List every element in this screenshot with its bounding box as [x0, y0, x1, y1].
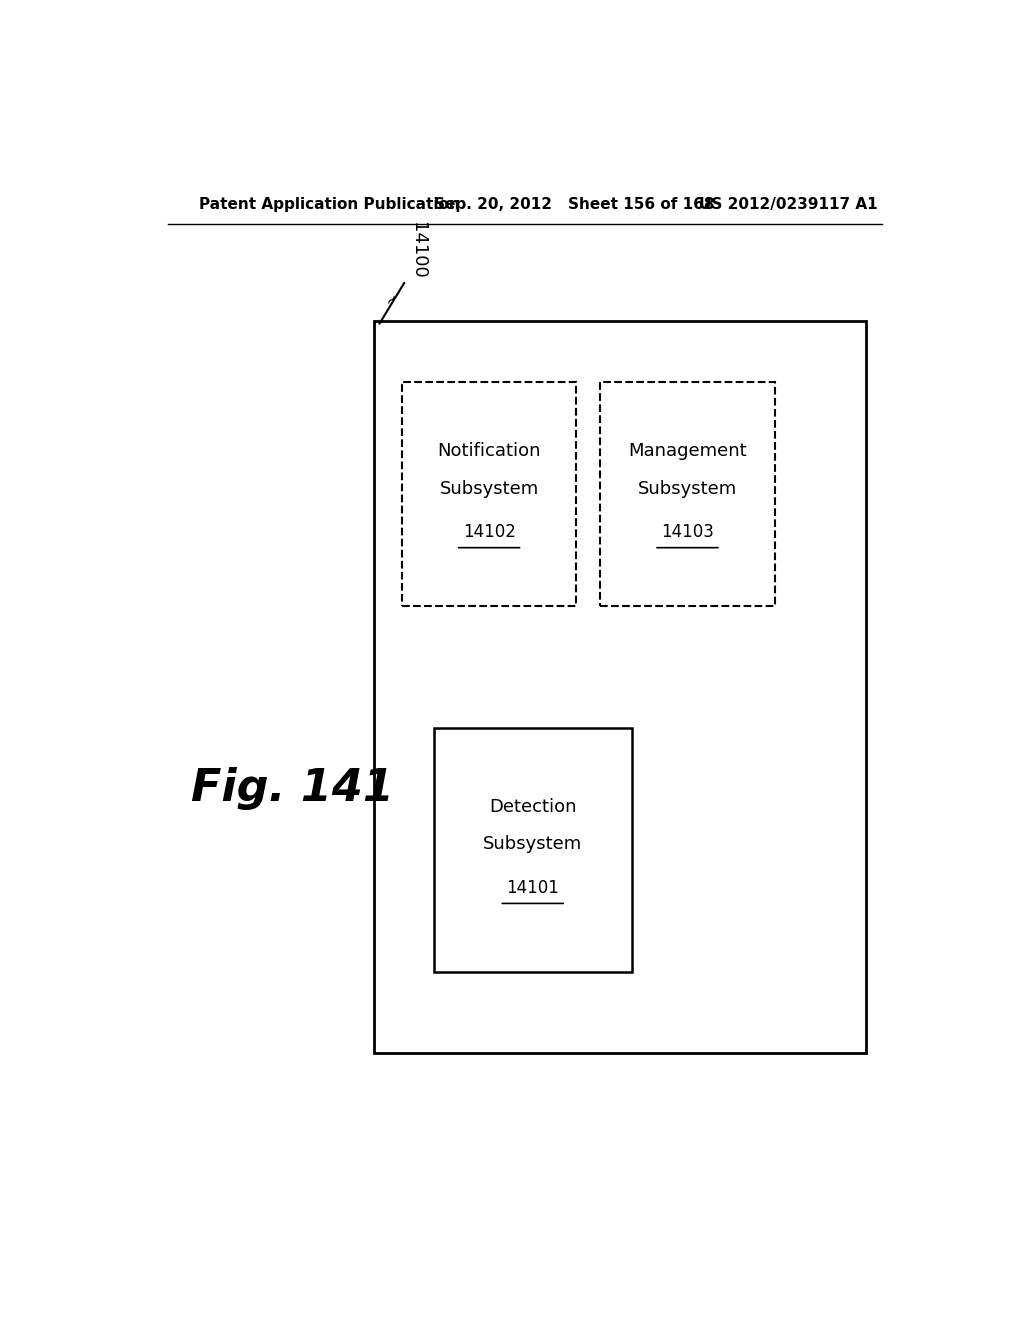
Text: Subsystem: Subsystem: [483, 836, 583, 854]
Text: Subsystem: Subsystem: [638, 479, 737, 498]
Text: US 2012/0239117 A1: US 2012/0239117 A1: [699, 197, 878, 211]
Text: ~: ~: [382, 289, 401, 309]
Text: 14102: 14102: [463, 524, 515, 541]
Text: 14100: 14100: [409, 222, 427, 279]
Text: Sep. 20, 2012: Sep. 20, 2012: [433, 197, 552, 211]
Text: Subsystem: Subsystem: [439, 479, 539, 498]
Text: 14101: 14101: [506, 879, 559, 898]
Text: Notification: Notification: [437, 442, 541, 461]
Text: Patent Application Publication: Patent Application Publication: [200, 197, 460, 211]
Text: Fig. 141: Fig. 141: [191, 767, 394, 810]
Text: Sheet 156 of 168: Sheet 156 of 168: [568, 197, 715, 211]
Text: Detection: Detection: [489, 797, 577, 816]
Text: Management: Management: [628, 442, 746, 461]
Text: 14103: 14103: [662, 524, 714, 541]
